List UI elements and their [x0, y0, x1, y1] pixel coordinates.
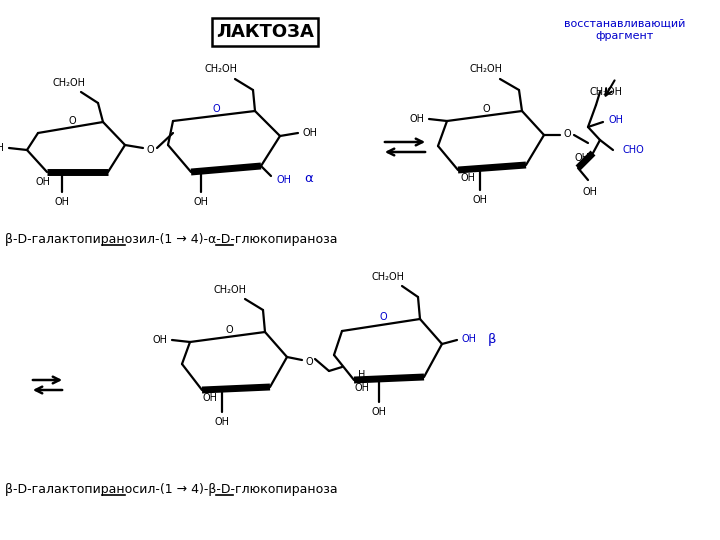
Text: CH₂OH: CH₂OH	[204, 64, 238, 74]
Text: CH₂OH: CH₂OH	[372, 272, 405, 282]
Text: ЛАКТОЗА: ЛАКТОЗА	[216, 23, 314, 41]
Text: OH: OH	[575, 153, 590, 163]
Text: CHO: CHO	[622, 145, 644, 155]
Text: OH: OH	[608, 115, 624, 125]
Text: O: O	[146, 145, 154, 155]
Text: OH: OH	[461, 173, 475, 183]
Text: OH: OH	[472, 195, 487, 205]
Text: CH₂OH: CH₂OH	[590, 87, 623, 97]
Text: CH₂OH: CH₂OH	[53, 78, 86, 88]
Text: H: H	[359, 370, 366, 380]
Text: OH: OH	[55, 197, 70, 207]
Text: α: α	[305, 172, 313, 185]
Text: O: O	[563, 129, 571, 139]
Text: β-D-галактопираносил-(1 → 4)-β-D-глюкопираноза: β-D-галактопираносил-(1 → 4)-β-D-глюкопи…	[5, 483, 338, 496]
Text: восстанавливающий: восстанавливающий	[564, 19, 685, 29]
Text: OH: OH	[35, 177, 50, 187]
Text: OH: OH	[153, 335, 168, 345]
Text: OH: OH	[215, 417, 230, 427]
Text: O: O	[379, 312, 387, 322]
Text: OH: OH	[354, 383, 369, 393]
Text: O: O	[225, 325, 233, 335]
Text: OH: OH	[462, 334, 477, 344]
Text: CH₂OH: CH₂OH	[469, 64, 503, 74]
Text: O: O	[482, 104, 490, 114]
Text: O: O	[305, 357, 312, 367]
Text: OH: OH	[410, 114, 425, 124]
Text: OH: OH	[372, 407, 387, 417]
Text: фрагмент: фрагмент	[596, 31, 654, 41]
Text: OH: OH	[276, 175, 292, 185]
Text: CH₂OH: CH₂OH	[214, 285, 246, 295]
Text: OH: OH	[302, 128, 318, 138]
Text: OH: OH	[0, 143, 4, 153]
Text: β-D-галактопиранозил-(1 → 4)-α-D-глюкопираноза: β-D-галактопиранозил-(1 → 4)-α-D-глюкопи…	[5, 233, 338, 246]
Text: OH: OH	[194, 197, 209, 207]
Text: β: β	[487, 333, 496, 346]
Text: O: O	[212, 104, 220, 114]
Text: OH: OH	[202, 393, 217, 403]
Text: OH: OH	[582, 187, 598, 197]
Text: O: O	[68, 116, 76, 125]
